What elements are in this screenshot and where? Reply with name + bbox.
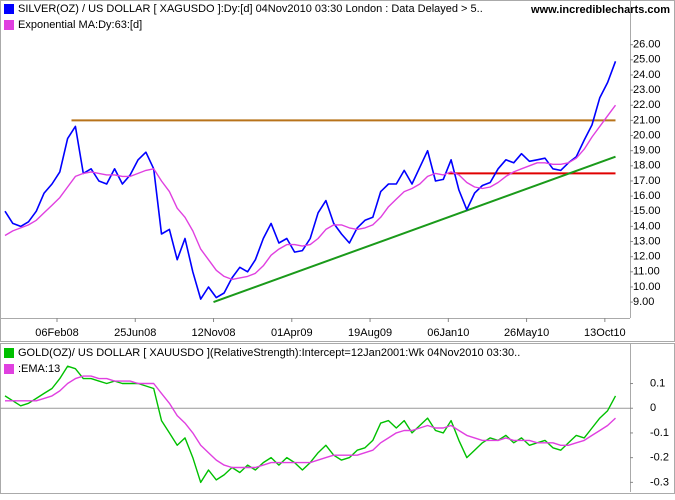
y-tick-label: 11.00 <box>633 266 660 278</box>
x-tick-label: 25Jun08 <box>114 327 156 339</box>
series-line <box>5 375 616 469</box>
y-tick-label: 0 <box>650 402 656 414</box>
x-tick-label: 01Apr09 <box>271 327 313 339</box>
y-tick-label: 0.1 <box>650 377 665 389</box>
y-tick-label: -0.3 <box>650 476 669 488</box>
y-tick-label: 13.00 <box>633 235 661 247</box>
legend-swatch <box>4 348 14 358</box>
x-tick-label: 13Oct10 <box>584 327 626 339</box>
y-tick-label: 24.00 <box>633 69 661 81</box>
y-tick-label: 10.00 <box>633 281 661 293</box>
legend-label: :EMA:13 <box>18 363 60 375</box>
x-tick-label: 19Aug09 <box>348 327 392 339</box>
series-line <box>4 104 617 281</box>
y-tick-label: 25.00 <box>633 54 661 66</box>
y-tick-label: 18.00 <box>633 160 661 172</box>
y-tick-label: 16.00 <box>633 190 661 202</box>
source: www.incrediblecharts.com <box>530 4 670 16</box>
reference-line <box>213 155 616 304</box>
legend-swatch <box>4 4 14 14</box>
y-tick-label: 22.00 <box>633 99 661 111</box>
y-tick-label: 19.00 <box>633 145 661 157</box>
y-tick-label: 15.00 <box>633 205 661 217</box>
x-tick-label: 06Jan10 <box>427 327 469 339</box>
y-tick-label: -0.2 <box>650 452 669 464</box>
legend-label: GOLD(OZ)/ US DOLLAR [ XAUUSDO ](Relative… <box>18 347 520 359</box>
legend-swatch <box>4 364 14 374</box>
x-tick-label: 12Nov08 <box>191 327 235 339</box>
x-tick-label: 06Feb08 <box>35 327 78 339</box>
legend-swatch <box>4 20 14 30</box>
y-tick-label: 9.00 <box>633 296 654 308</box>
legend-label: Exponential MA:Dy:63:[d] <box>18 19 142 31</box>
bottom-panel-frame <box>0 343 675 494</box>
y-tick-label: -0.1 <box>650 427 669 439</box>
series-line <box>4 61 617 300</box>
x-tick-label: 26May10 <box>504 327 549 339</box>
y-tick-label: 20.00 <box>633 129 661 141</box>
y-tick-label: 23.00 <box>633 84 661 96</box>
legend-label: SILVER(OZ) / US DOLLAR [ XAGUSDO ]:Dy:[d… <box>18 3 483 15</box>
y-tick-label: 12.00 <box>633 251 661 263</box>
y-tick-label: 17.00 <box>633 175 661 187</box>
y-tick-label: 14.00 <box>633 220 661 232</box>
y-tick-label: 21.00 <box>633 114 661 126</box>
y-tick-label: 26.00 <box>633 39 661 51</box>
